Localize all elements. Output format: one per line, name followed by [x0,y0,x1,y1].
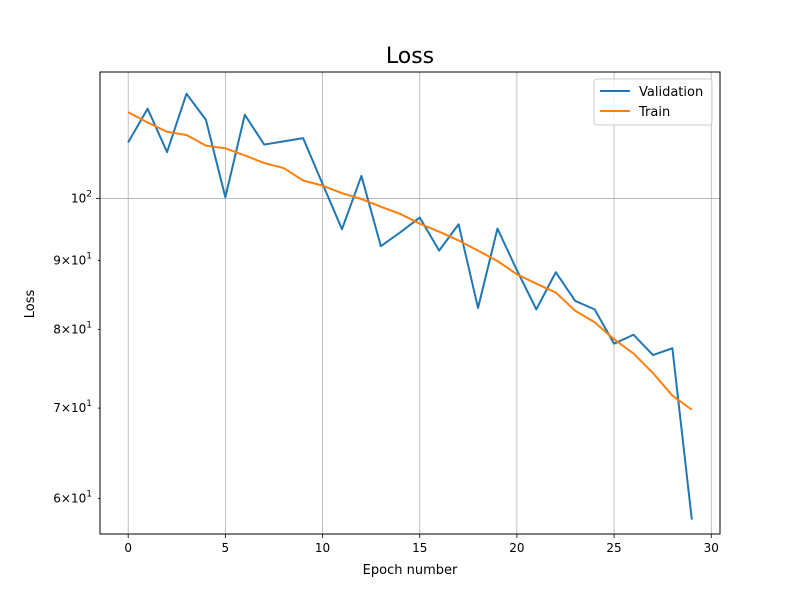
y-tick-label: 9×101 [53,251,92,267]
series-line-validation [127,92,693,520]
x-tick-label: 25 [606,541,621,555]
x-axis-ticks: 0 5 10 15 20 25 30 [124,534,719,555]
y-tick-label: 102 [71,189,92,205]
y-tick-label: 6×101 [53,490,92,506]
x-tick-label: 15 [412,541,427,555]
chart-title: Loss [386,44,434,69]
y-tick-label: 7×101 [53,399,92,415]
y-tick-label: 8×101 [53,321,92,337]
x-tick-label: 30 [704,541,719,555]
legend-label-train: Train [638,105,670,120]
legend: Validation Train [593,78,713,126]
series-lines [127,92,693,520]
x-axis-label: Epoch number [363,563,458,578]
plot-frame [99,71,721,535]
x-tick-label: 5 [222,541,230,555]
y-axis-ticks: 6×101 7×101 8×101 9×101 102 [53,189,100,506]
series-line-train [127,111,693,411]
y-axis-label: Loss [23,290,38,319]
legend-label-validation: Validation [639,85,703,100]
x-tick-label: 20 [509,541,524,555]
x-tick-label: 10 [315,541,330,555]
x-tick-label: 0 [124,541,132,555]
